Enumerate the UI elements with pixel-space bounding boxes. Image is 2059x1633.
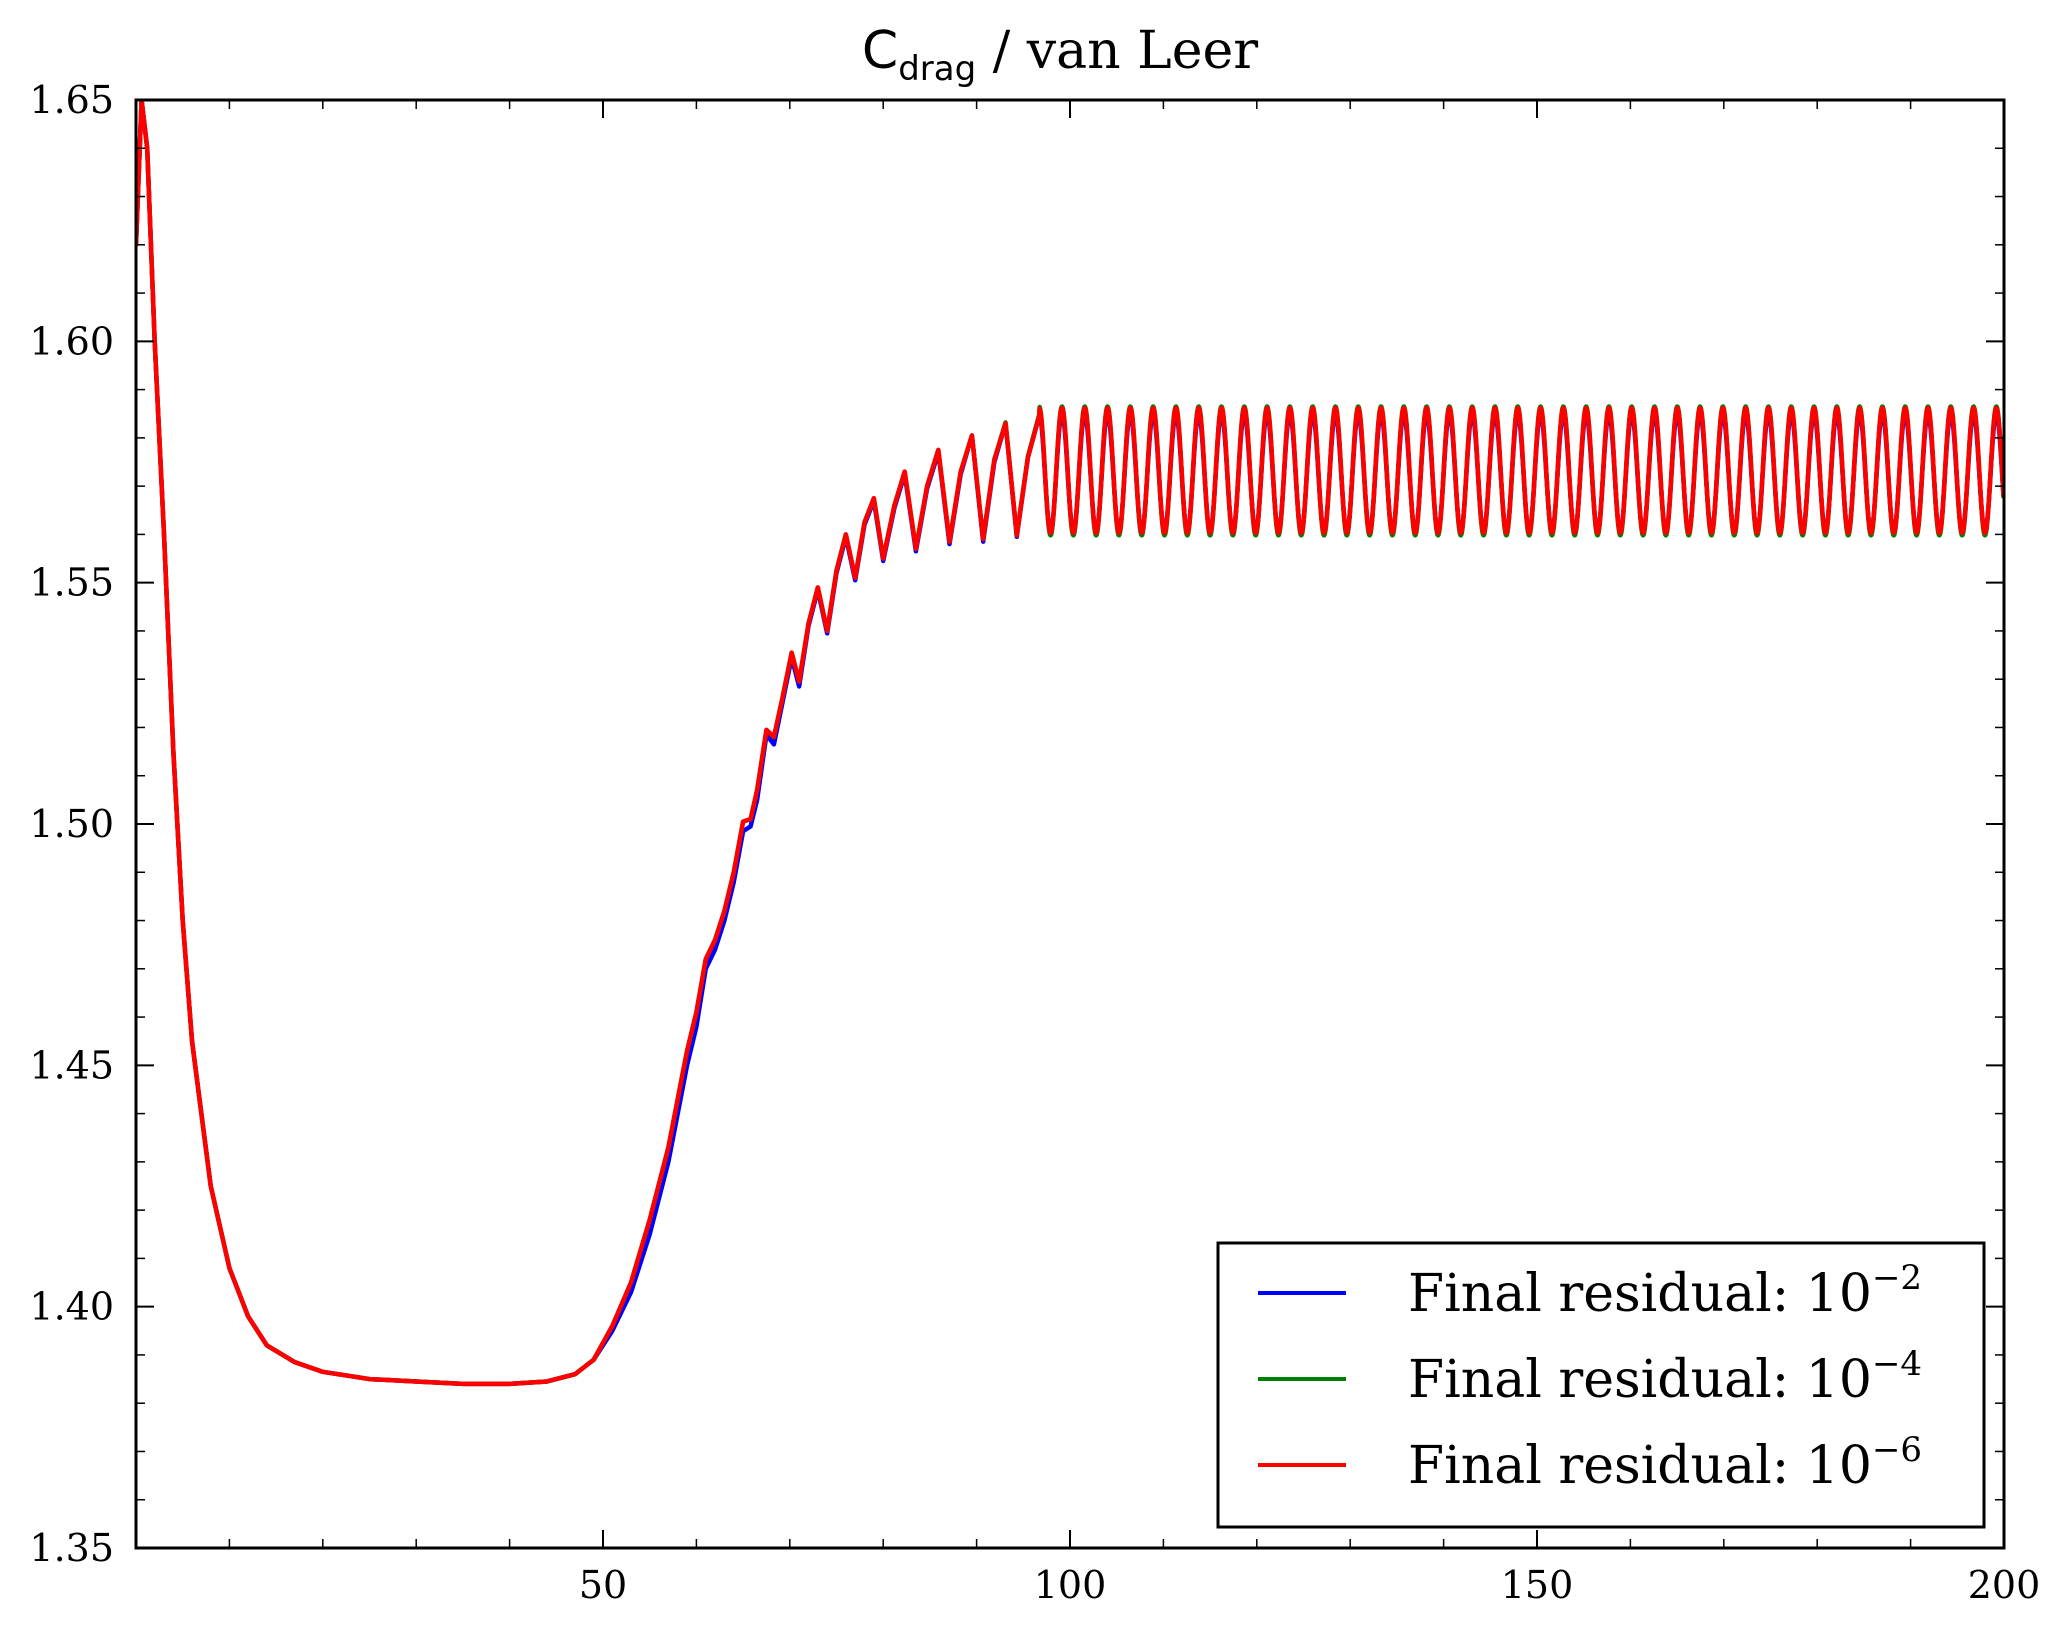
- legend-label-exponent: −4: [1872, 1344, 1922, 1384]
- series-line-3: [136, 100, 2004, 1387]
- legend-label-3: Final residual: 10−6: [1408, 1430, 1922, 1496]
- tick-labels-layer: 50 100 150 200 1.35 1.40 1.45 1.50 1.55 1.60 1.65: [29, 78, 2040, 1607]
- y-tick-label: 1.65: [29, 78, 114, 122]
- plot-area-frame: [134, 98, 2006, 1550]
- y-tick-label: 1.45: [29, 1043, 114, 1087]
- legend-label-text: Final residual: 10: [1408, 1350, 1872, 1410]
- legend-label-exponent: −2: [1872, 1258, 1922, 1298]
- y-tick-label: 1.35: [29, 1526, 114, 1570]
- series-layer: [136, 100, 2004, 1387]
- chart-title-rest: / van Leer: [976, 21, 1258, 81]
- y-tick-label: 1.60: [29, 319, 114, 363]
- x-tick-label: 100: [1034, 1563, 1107, 1607]
- x-tick-label: 50: [579, 1563, 627, 1607]
- y-tick-label: 1.55: [29, 561, 114, 605]
- chart-title-subscript: drag: [898, 49, 976, 89]
- legend-label-2: Final residual: 10−4: [1408, 1344, 1922, 1410]
- chart-title: Cdrag / van Leer: [862, 21, 1258, 89]
- legend-label-exponent: −6: [1872, 1430, 1922, 1470]
- x-tick-label: 200: [1968, 1563, 2041, 1607]
- x-tick-label: 150: [1501, 1563, 1574, 1607]
- legend-label-text: Final residual: 10: [1408, 1264, 1872, 1324]
- legend-label-text: Final residual: 10: [1408, 1436, 1872, 1496]
- chart-title-main: C: [862, 21, 898, 81]
- legend-box: [1216, 1241, 1986, 1529]
- y-tick-label: 1.50: [29, 802, 114, 846]
- legend-label-1: Final residual: 10−2: [1408, 1258, 1922, 1324]
- y-tick-label: 1.40: [29, 1285, 114, 1329]
